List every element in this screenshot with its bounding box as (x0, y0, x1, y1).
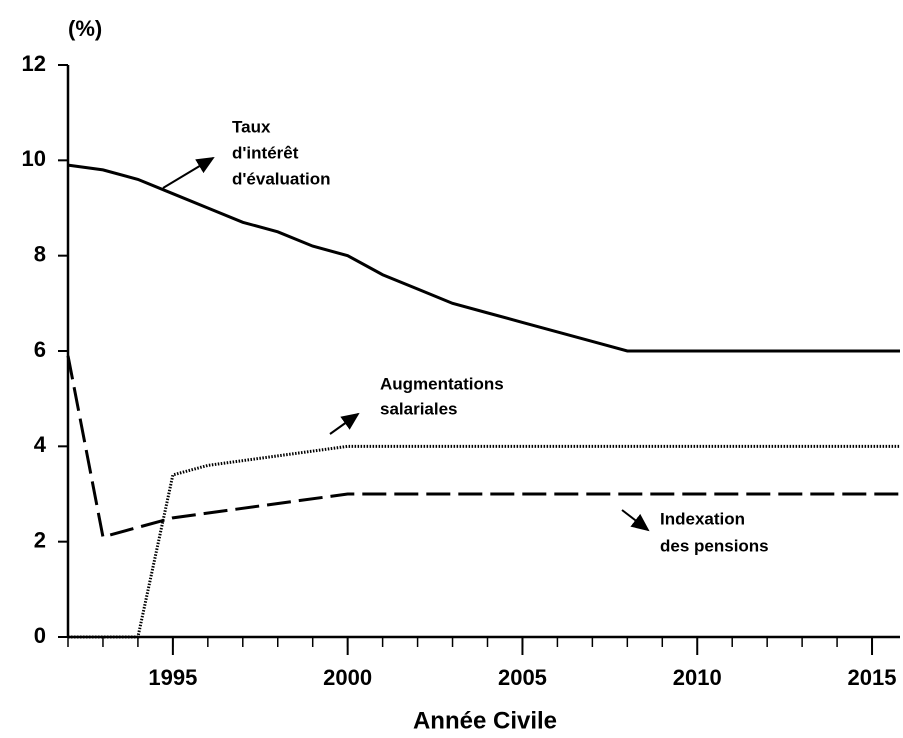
line (66, 355, 900, 539)
x-tick-label: 2015 (848, 665, 897, 690)
y-tick-label: 6 (34, 337, 46, 362)
arrow (162, 156, 215, 189)
series-label: d'intérêt (232, 143, 299, 162)
line (67, 163, 900, 353)
arrow (329, 412, 360, 435)
y-tick-label: 0 (34, 623, 46, 648)
series-label: Augmentations (380, 374, 504, 393)
x-tick-label: 1995 (148, 665, 197, 690)
y-tick-label: 4 (34, 432, 47, 457)
x-axis-label: Année Civile (413, 707, 557, 734)
x-tick-label: 2010 (673, 665, 722, 690)
x-tick-label: 2000 (323, 665, 372, 690)
x-tick-label: 2005 (498, 665, 547, 690)
y-tick-label: 8 (34, 241, 46, 266)
arrow (621, 509, 650, 532)
y-tick-label: 10 (22, 146, 46, 171)
line (68, 444, 900, 639)
y-axis-label: (%) (68, 16, 102, 41)
y-tick-label: 12 (22, 51, 46, 76)
y-tick-label: 2 (34, 527, 46, 552)
series-label: Indexation (660, 509, 745, 528)
series-label: salariales (380, 399, 458, 418)
series-label: d'évaluation (232, 169, 331, 188)
series-label: Taux (232, 117, 271, 136)
series-label: des pensions (660, 536, 769, 555)
